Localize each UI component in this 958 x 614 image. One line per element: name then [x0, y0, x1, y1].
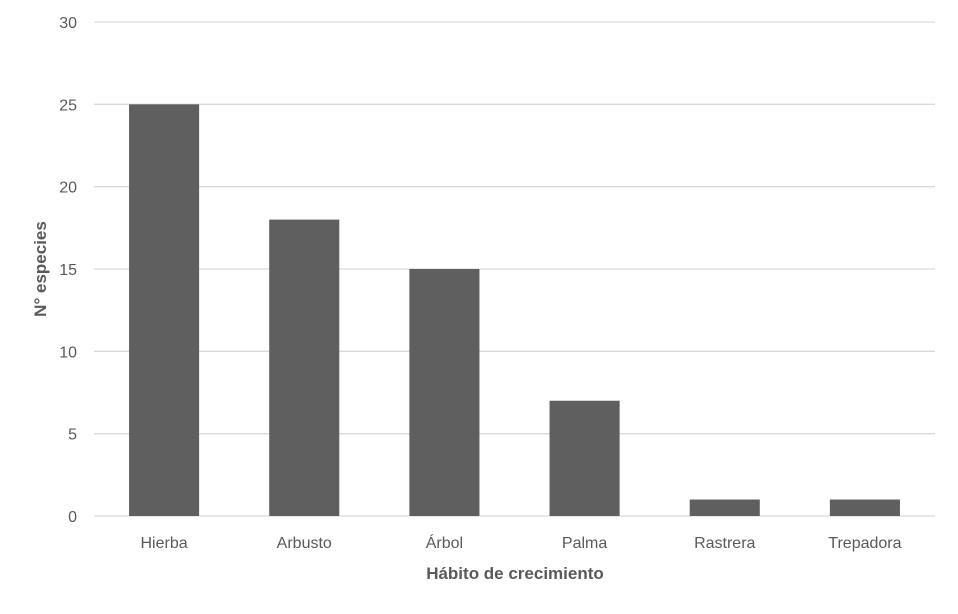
y-tick-label: 20 [59, 180, 77, 197]
x-axis-label: Hábito de crecimiento [426, 564, 604, 583]
y-tick-label: 15 [59, 262, 77, 279]
bar-1 [269, 219, 340, 516]
bar-2 [409, 269, 480, 516]
gridlines [94, 21, 935, 517]
bar-3 [549, 400, 620, 516]
x-axis-ticks: Hierba Arbusto Árbol Palma Rastrera Trepadora [141, 533, 902, 552]
x-tick-label: Hierba [141, 535, 188, 552]
x-tick-label: Palma [562, 535, 607, 552]
y-tick-label: 10 [59, 344, 77, 361]
bar-4 [689, 499, 760, 516]
x-tick-label: Arbusto [277, 535, 332, 552]
bar-5 [829, 499, 900, 516]
bars [129, 104, 900, 516]
y-tick-label: 0 [68, 509, 77, 526]
y-tick-label: 30 [59, 15, 77, 32]
x-tick-label: Trepadora [828, 535, 901, 552]
x-tick-label: Árbol [426, 533, 463, 552]
y-axis-ticks: 0 5 10 15 20 25 30 [59, 15, 77, 526]
y-tick-label: 5 [68, 427, 77, 444]
y-tick-label: 25 [59, 97, 77, 114]
x-tick-label: Rastrera [694, 535, 755, 552]
y-axis-label: N° especies [31, 221, 50, 317]
bar-0 [129, 104, 200, 516]
